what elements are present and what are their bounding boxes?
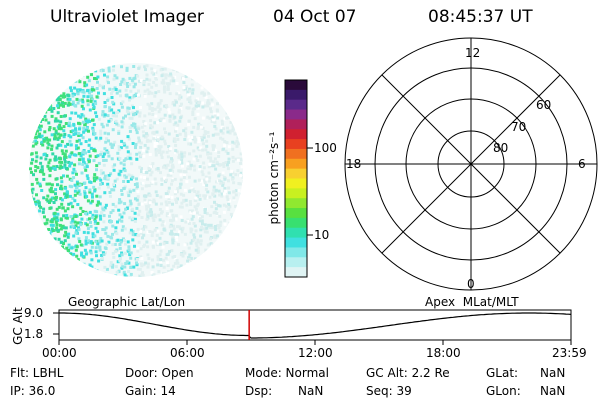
x-tick-2359: 23:59 bbox=[552, 346, 587, 360]
x-tick-0600: 06:00 bbox=[170, 346, 205, 360]
apex-caption: Apex MLat/MLT bbox=[425, 295, 519, 309]
lat-label-60: 60 bbox=[536, 98, 552, 112]
gc-alt-axis-label: GC Alt bbox=[11, 307, 25, 345]
glat-value: NaN bbox=[540, 366, 566, 380]
colorbar-tick-100: 100 bbox=[314, 141, 337, 155]
gain-info: Gain: 14 bbox=[125, 384, 176, 398]
glon-value: NaN bbox=[540, 384, 566, 398]
time-label: 08:45:37 UT bbox=[428, 7, 533, 27]
altitude-plot bbox=[53, 309, 572, 345]
colorbar-cell bbox=[285, 109, 307, 120]
door-info: Door: Open bbox=[125, 366, 194, 380]
colorbar-cell bbox=[285, 129, 307, 140]
y-max-label: 9.0 bbox=[24, 306, 44, 320]
y-min-label: 1.8 bbox=[24, 327, 44, 341]
instrument-title: Ultraviolet Imager bbox=[50, 7, 204, 27]
uv-image bbox=[29, 63, 243, 277]
colorbar-cell bbox=[285, 198, 307, 209]
colorbar-tick-10: 10 bbox=[314, 228, 330, 242]
geographic-caption: Geographic Lat/Lon bbox=[68, 295, 186, 309]
x-tick-0000: 00:00 bbox=[42, 346, 77, 360]
colorbar-cell bbox=[285, 247, 307, 258]
seq-info: Seq: 39 bbox=[366, 384, 412, 398]
glon-label: GLon: bbox=[486, 384, 521, 398]
dsp-value: NaN bbox=[298, 384, 324, 398]
colorbar-cell bbox=[285, 188, 307, 199]
colorbar-cell bbox=[285, 119, 307, 130]
gc-alt-info: GC Alt: 2.2 Re bbox=[366, 366, 450, 380]
colorbar-cell bbox=[285, 89, 307, 101]
glat-label: GLat: bbox=[486, 366, 519, 380]
colorbar-cell bbox=[285, 99, 307, 111]
colorbar-cell bbox=[285, 237, 307, 248]
colorbar-cell bbox=[285, 158, 307, 170]
colorbar-cell bbox=[285, 257, 307, 268]
colorbar-cell bbox=[285, 227, 307, 239]
mlt-label-12: 12 bbox=[465, 46, 481, 60]
colorbar-cell bbox=[285, 80, 307, 91]
lat-label-70: 70 bbox=[511, 120, 527, 134]
colorbar-cell bbox=[285, 217, 307, 229]
date-label: 04 Oct 07 bbox=[273, 7, 357, 27]
x-tick-1800: 18:00 bbox=[426, 346, 461, 360]
colorbar-cell bbox=[285, 148, 307, 160]
dsp-label: Dsp: bbox=[245, 384, 273, 398]
mlt-label-0: 0 bbox=[467, 277, 475, 291]
colorbar bbox=[284, 79, 313, 278]
ip-info: IP: 36.0 bbox=[10, 384, 56, 398]
polar-grid bbox=[344, 37, 598, 291]
mode-info: Mode: Normal bbox=[245, 366, 329, 380]
lat-label-80: 80 bbox=[493, 141, 509, 155]
mlt-label-6: 6 bbox=[578, 157, 586, 171]
colorbar-cell bbox=[285, 168, 307, 179]
colorbar-cell bbox=[285, 208, 307, 219]
colorbar-cell bbox=[285, 178, 307, 189]
mlt-label-18: 18 bbox=[346, 157, 362, 171]
colorbar-cell bbox=[285, 139, 307, 150]
colorbar-unit-label: photon cm⁻²s⁻¹ bbox=[267, 131, 281, 225]
x-tick-1200: 12:00 bbox=[298, 346, 333, 360]
filter-info: Flt: LBHL bbox=[10, 366, 64, 380]
colorbar-cell bbox=[285, 267, 307, 278]
